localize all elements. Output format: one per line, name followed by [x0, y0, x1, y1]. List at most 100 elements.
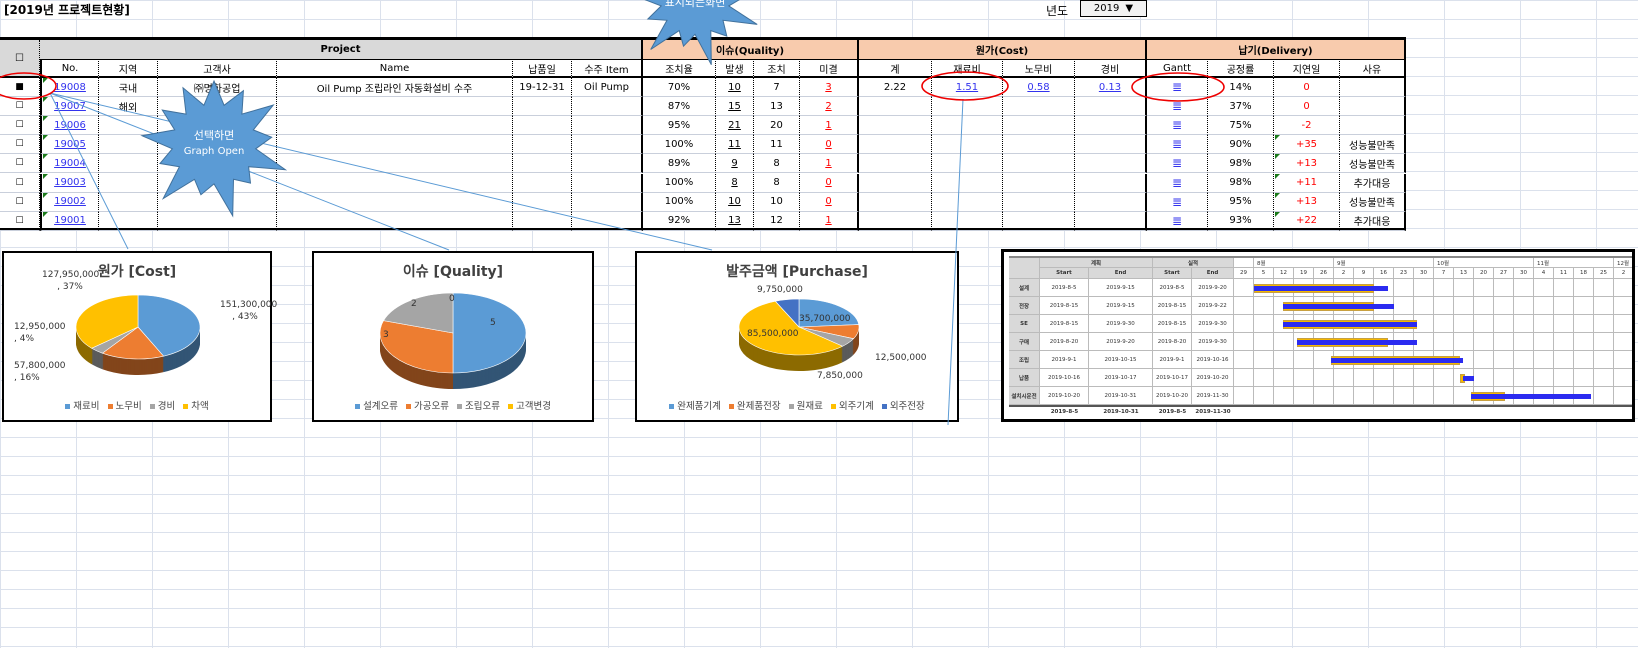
cell-material-cost[interactable] — [932, 211, 1003, 231]
column-header-region[interactable]: 지역 — [99, 59, 158, 78]
cell-labor-cost[interactable] — [1003, 192, 1075, 212]
column-header-customer-text[interactable]: 고객사 — [203, 64, 231, 76]
cell-no[interactable]: 19007 — [40, 97, 99, 117]
column-header-issues-occurred-text[interactable]: 발생 — [725, 64, 744, 76]
row-checkbox-text[interactable]: ☐ — [15, 101, 24, 112]
column-header-reason[interactable]: 사유 — [1340, 59, 1406, 78]
select-all-checkbox[interactable]: ☐ — [0, 40, 40, 78]
row-checkbox-text[interactable]: ☐ — [15, 158, 24, 169]
gantt-icon-text[interactable]: ≣ — [1171, 175, 1183, 190]
column-header-name[interactable]: Name — [277, 59, 513, 78]
cell-expense[interactable] — [1075, 154, 1147, 174]
cell-issues-occurred-text[interactable]: 13 — [728, 215, 741, 227]
pie-slice-외주전장[interactable] — [774, 298, 800, 328]
gantt-icon[interactable]: ≣ — [1147, 97, 1208, 117]
column-header-issues-open[interactable]: 미결 — [800, 59, 859, 78]
cell-issues-occurred[interactable]: 21 — [716, 116, 754, 136]
gantt-icon[interactable]: ≣ — [1147, 135, 1208, 155]
cell-issues-occurred-text[interactable]: 8 — [731, 177, 738, 188]
cell-no-text[interactable]: 19004 — [54, 157, 86, 169]
cell-labor-cost[interactable] — [1003, 135, 1075, 155]
cell-issues-occurred-text[interactable]: 10 — [728, 81, 741, 93]
column-header-action-rate-text[interactable]: 조치율 — [665, 64, 693, 76]
cell-issues-open[interactable]: 0 — [800, 135, 859, 155]
row-checkbox[interactable]: ☐ — [0, 97, 40, 117]
cell-issues-open[interactable]: 1 — [800, 116, 859, 136]
column-header-customer[interactable]: 고객사 — [158, 59, 277, 78]
column-header-no[interactable]: No. — [40, 59, 99, 78]
cell-expense[interactable] — [1075, 135, 1147, 155]
cell-expense[interactable] — [1075, 192, 1147, 212]
pie-slice-차액[interactable] — [75, 294, 139, 349]
pie-slice-설계오류[interactable] — [452, 292, 527, 374]
gantt-icon-text[interactable]: ≣ — [1171, 118, 1183, 133]
cell-issues-occurred[interactable]: 10 — [716, 192, 754, 212]
column-header-order-item[interactable]: 수주 Item — [572, 59, 643, 78]
cell-expense[interactable] — [1075, 173, 1147, 193]
cell-material-cost-text[interactable]: 1.51 — [955, 81, 979, 93]
actual-bar[interactable] — [1462, 376, 1474, 381]
column-header-issues-actioned[interactable]: 조치 — [754, 59, 800, 78]
column-header-cost-total-text[interactable]: 계 — [890, 64, 900, 76]
column-header-material-cost[interactable]: 재료비 — [932, 59, 1003, 78]
column-header-expense[interactable]: 경비 — [1075, 59, 1147, 78]
select-all-checkbox-text[interactable]: ☐ — [15, 52, 24, 64]
gantt-icon-text[interactable]: ≣ — [1171, 137, 1183, 152]
actual-bar[interactable] — [1471, 394, 1592, 399]
cell-material-cost[interactable]: 1.51 — [932, 78, 1003, 97]
year-dropdown[interactable]: 2019 ▼ — [1080, 0, 1147, 17]
actual-bar[interactable] — [1282, 322, 1417, 327]
cell-issues-open-text[interactable]: 2 — [825, 100, 832, 112]
row-checkbox-text[interactable]: ☐ — [15, 120, 24, 131]
cell-issues-occurred[interactable]: 13 — [716, 211, 754, 231]
actual-bar[interactable] — [1282, 304, 1394, 309]
cell-issues-open-text[interactable]: 0 — [825, 138, 832, 150]
cell-labor-cost[interactable] — [1003, 116, 1075, 136]
pie-slice-외주기계[interactable] — [738, 300, 844, 356]
cell-issues-occurred[interactable]: 9 — [716, 154, 754, 174]
cell-material-cost[interactable] — [932, 173, 1003, 193]
cell-no[interactable]: 19004 — [40, 154, 99, 174]
cell-labor-cost[interactable] — [1003, 97, 1075, 117]
actual-bar[interactable] — [1331, 358, 1463, 363]
pie-slice-가공오류[interactable] — [379, 320, 454, 374]
cell-labor-cost[interactable] — [1003, 173, 1075, 193]
column-header-gantt[interactable]: Gantt — [1147, 59, 1208, 78]
column-header-order-item-text[interactable]: 수주 Item — [584, 64, 629, 76]
cell-no[interactable]: 19008 — [40, 78, 99, 97]
gantt-icon[interactable]: ≣ — [1147, 211, 1208, 231]
cell-expense-text[interactable]: 0.13 — [1098, 81, 1122, 93]
cell-issues-open[interactable]: 1 — [800, 154, 859, 174]
cell-expense[interactable] — [1075, 97, 1147, 117]
gantt-icon[interactable]: ≣ — [1147, 192, 1208, 212]
cell-no-text[interactable]: 19008 — [54, 81, 86, 93]
cell-no-text[interactable]: 19003 — [54, 177, 86, 188]
column-header-progress-text[interactable]: 공정률 — [1226, 64, 1255, 76]
column-header-delivery-date[interactable]: 납품일 — [513, 59, 572, 78]
cell-no[interactable]: 19002 — [40, 192, 99, 212]
cell-issues-open-text[interactable]: 3 — [825, 81, 832, 93]
gantt-icon[interactable]: ≣ — [1147, 116, 1208, 136]
cell-issues-occurred-text[interactable]: 10 — [728, 196, 741, 208]
pie-slice-재료비[interactable] — [137, 294, 201, 357]
cell-labor-cost[interactable] — [1003, 211, 1075, 231]
cell-no-text[interactable]: 19002 — [54, 196, 86, 208]
cell-issues-occurred-text[interactable]: 9 — [731, 157, 738, 169]
cell-issues-open[interactable]: 1 — [800, 211, 859, 231]
cell-issues-occurred[interactable]: 11 — [716, 135, 754, 155]
cell-issues-open-text[interactable]: 1 — [825, 215, 832, 227]
cell-labor-cost[interactable]: 0.58 — [1003, 78, 1075, 97]
row-checkbox[interactable]: ☐ — [0, 192, 40, 212]
column-header-cost-total[interactable]: 계 — [859, 59, 932, 78]
pie-slice-조립오류[interactable] — [383, 292, 454, 334]
row-checkbox-text[interactable]: ☐ — [15, 196, 24, 207]
row-checkbox[interactable]: ☐ — [0, 173, 40, 193]
cell-issues-open[interactable]: 0 — [800, 173, 859, 193]
cell-issues-occurred-text[interactable]: 11 — [728, 138, 741, 150]
column-header-material-cost-text[interactable]: 재료비 — [953, 64, 981, 76]
cell-expense[interactable] — [1075, 211, 1147, 231]
cell-no-text[interactable]: 19005 — [54, 138, 86, 150]
cell-no[interactable]: 19001 — [40, 211, 99, 231]
column-header-name-text[interactable]: Name — [379, 62, 410, 74]
cell-issues-open[interactable]: 0 — [800, 192, 859, 212]
